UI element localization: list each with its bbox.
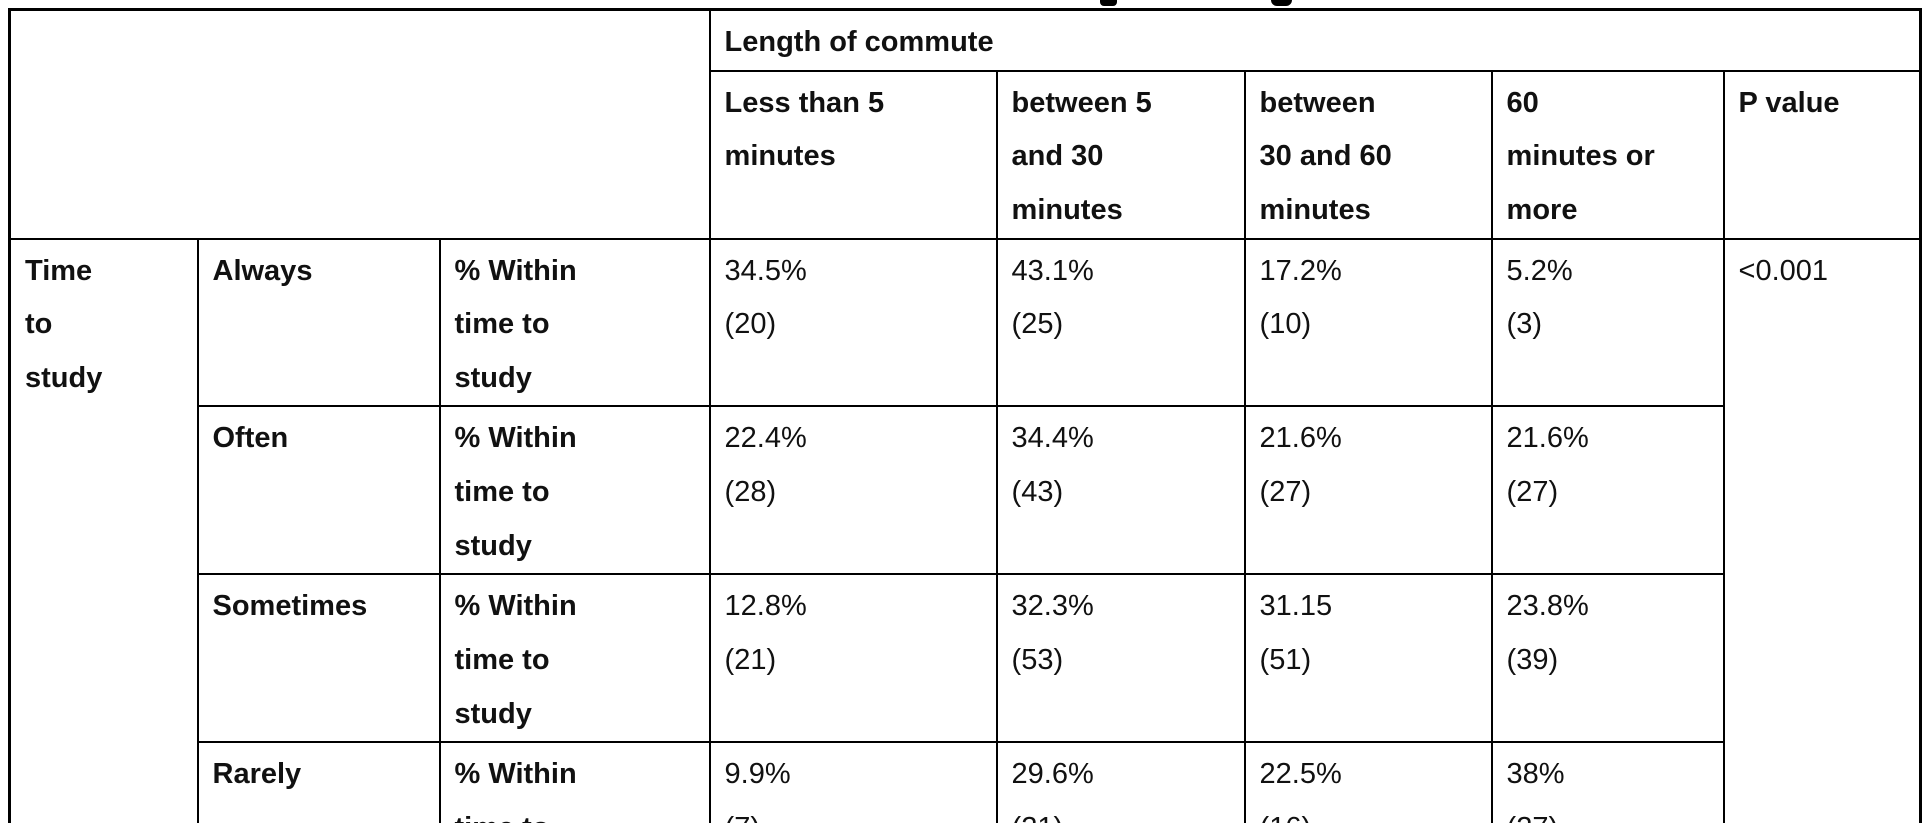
cell-often-less-than-5: 22.4% (28)	[708, 405, 998, 576]
cell-p-value: <0.001	[1722, 237, 1922, 823]
cell-sometimes-30-to-60: 31.15 (51)	[1243, 573, 1493, 744]
clipped-caption-fragment	[1271, 0, 1292, 6]
cell-sometimes-60-or-more: 23.8% (39)	[1490, 573, 1725, 744]
col-header-60-or-more: 60 minutes or more	[1490, 69, 1725, 240]
cell-sometimes-5-to-30: 32.3% (53)	[995, 573, 1246, 744]
cell-always-5-to-30: 43.1% (25)	[995, 237, 1246, 408]
row-label-always: Always	[196, 237, 441, 408]
row-label-often: Often	[196, 405, 441, 576]
corner-empty-cell	[8, 8, 711, 240]
clipped-caption-fragment	[1100, 0, 1117, 6]
cell-often-30-to-60: 21.6% (27)	[1243, 405, 1493, 576]
row-label-sometimes: Sometimes	[196, 573, 441, 744]
cell-rarely-30-to-60: 22.5% (16)	[1243, 741, 1493, 823]
col-header-less-than-5: Less than 5 minutes	[708, 69, 998, 240]
col-header-30-to-60: between 30 and 60 minutes	[1243, 69, 1493, 240]
measure-label-sometimes: % Within time to study	[438, 573, 711, 744]
cell-rarely-less-than-5: 9.9% (7)	[708, 741, 998, 823]
col-header-5-to-30: between 5 and 30 minutes	[995, 69, 1246, 240]
cell-always-60-or-more: 5.2% (3)	[1490, 237, 1725, 408]
cell-often-60-or-more: 21.6% (27)	[1490, 405, 1725, 576]
measure-label-always: % Within time to study	[438, 237, 711, 408]
row-group-header-time-to-study: Time to study	[8, 237, 199, 823]
crosstab-table: Length of commute Less than 5 minutes be…	[8, 8, 1923, 823]
cell-often-5-to-30: 34.4% (43)	[995, 405, 1246, 576]
measure-label-often: % Within time to study	[438, 405, 711, 576]
cell-rarely-60-or-more: 38% (27)	[1490, 741, 1725, 823]
cell-sometimes-less-than-5: 12.8% (21)	[708, 573, 998, 744]
cell-always-30-to-60: 17.2% (10)	[1243, 237, 1493, 408]
row-label-rarely: Rarely	[196, 741, 441, 823]
cell-always-less-than-5: 34.5% (20)	[708, 237, 998, 408]
cell-rarely-5-to-30: 29.6% (21)	[995, 741, 1246, 823]
col-header-p-value: P value	[1722, 69, 1922, 240]
column-group-header: Length of commute	[708, 8, 1922, 72]
measure-label-rarely: % Within time to study	[438, 741, 711, 823]
